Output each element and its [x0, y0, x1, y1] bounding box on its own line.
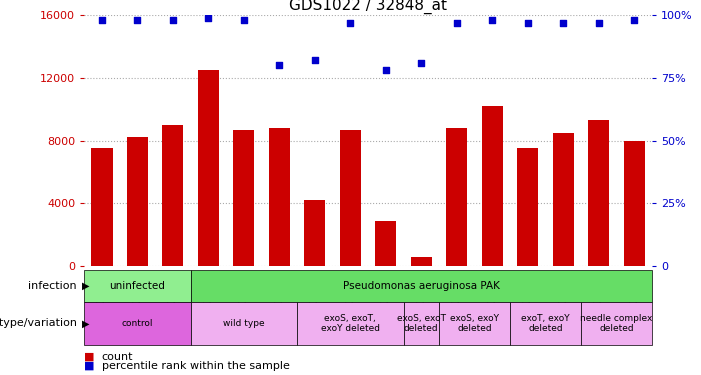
- Point: [593, 20, 604, 26]
- Point: [273, 62, 285, 68]
- Point: [416, 60, 427, 66]
- Text: needle complex
deleted: needle complex deleted: [580, 314, 653, 333]
- Point: [557, 20, 569, 26]
- Text: exoS, exoT,
exoY deleted: exoS, exoT, exoY deleted: [321, 314, 380, 333]
- Bar: [552, 133, 574, 266]
- Text: exoT, exoY
deleted: exoT, exoY deleted: [521, 314, 570, 333]
- Text: infection: infection: [29, 281, 77, 291]
- Point: [380, 67, 391, 73]
- Point: [132, 17, 143, 23]
- Bar: [198, 70, 219, 266]
- Title: GDS1022 / 32848_at: GDS1022 / 32848_at: [289, 0, 447, 13]
- Text: count: count: [102, 352, 133, 362]
- Text: uninfected: uninfected: [109, 281, 165, 291]
- Point: [96, 17, 107, 23]
- Bar: [127, 138, 148, 266]
- Bar: [162, 125, 184, 266]
- Point: [203, 15, 214, 21]
- Text: control: control: [121, 319, 153, 328]
- Point: [522, 20, 533, 26]
- Point: [309, 57, 320, 63]
- Text: percentile rank within the sample: percentile rank within the sample: [102, 361, 290, 371]
- Bar: [446, 128, 468, 266]
- Text: Pseudomonas aeruginosa PAK: Pseudomonas aeruginosa PAK: [343, 281, 500, 291]
- Bar: [517, 148, 538, 266]
- Bar: [233, 130, 254, 266]
- Bar: [268, 128, 290, 266]
- Bar: [304, 200, 325, 266]
- Bar: [482, 106, 503, 266]
- Bar: [340, 130, 361, 266]
- Bar: [588, 120, 609, 266]
- Text: exoS, exoY
deleted: exoS, exoY deleted: [450, 314, 499, 333]
- Point: [451, 20, 463, 26]
- Text: wild type: wild type: [223, 319, 265, 328]
- Text: ▶: ▶: [82, 318, 90, 328]
- Bar: [91, 148, 112, 266]
- Point: [345, 20, 356, 26]
- Bar: [624, 141, 645, 266]
- Bar: [411, 257, 432, 266]
- Point: [238, 17, 250, 23]
- Text: ■: ■: [84, 352, 95, 362]
- Point: [486, 17, 498, 23]
- Text: ▶: ▶: [82, 281, 90, 291]
- Bar: [375, 221, 397, 266]
- Point: [168, 17, 179, 23]
- Text: exoS, exoT
deleted: exoS, exoT deleted: [397, 314, 446, 333]
- Point: [629, 17, 640, 23]
- Text: ■: ■: [84, 361, 95, 371]
- Text: genotype/variation: genotype/variation: [0, 318, 77, 328]
